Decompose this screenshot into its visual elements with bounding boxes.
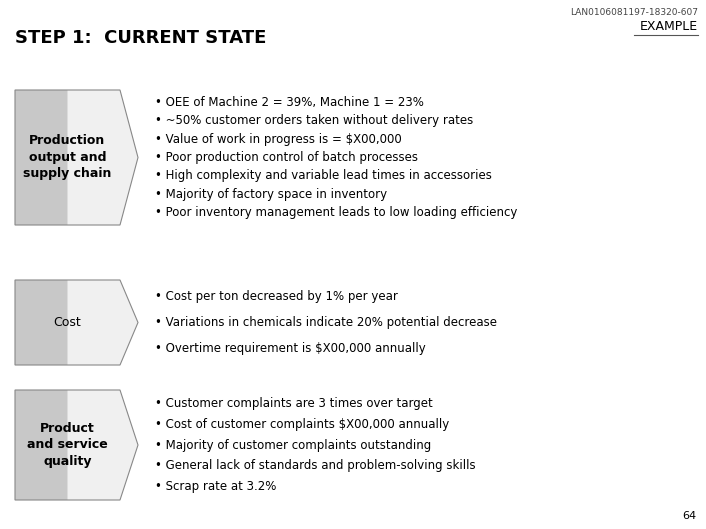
- Polygon shape: [68, 90, 138, 225]
- Text: STEP 1:  CURRENT STATE: STEP 1: CURRENT STATE: [15, 29, 266, 47]
- Text: Cost: Cost: [54, 316, 81, 329]
- Text: • Value of work in progress is = $X00,000: • Value of work in progress is = $X00,00…: [155, 132, 402, 145]
- Text: EXAMPLE: EXAMPLE: [640, 20, 698, 33]
- Text: • Customer complaints are 3 times over target: • Customer complaints are 3 times over t…: [155, 397, 433, 410]
- Text: • Majority of customer complaints outstanding: • Majority of customer complaints outsta…: [155, 439, 431, 451]
- Text: Product
and service
quality: Product and service quality: [27, 422, 108, 468]
- Text: • Scrap rate at 3.2%: • Scrap rate at 3.2%: [155, 480, 276, 493]
- Text: Production
output and
supply chain: Production output and supply chain: [23, 134, 112, 180]
- Text: • Majority of factory space in inventory: • Majority of factory space in inventory: [155, 188, 387, 201]
- Text: • Cost per ton decreased by 1% per year: • Cost per ton decreased by 1% per year: [155, 290, 398, 303]
- Text: • Poor inventory management leads to low loading efficiency: • Poor inventory management leads to low…: [155, 206, 517, 220]
- Polygon shape: [68, 280, 138, 365]
- Text: • Overtime requirement is $X00,000 annually: • Overtime requirement is $X00,000 annua…: [155, 342, 426, 355]
- Text: • Cost of customer complaints $X00,000 annually: • Cost of customer complaints $X00,000 a…: [155, 418, 449, 431]
- Text: • General lack of standards and problem-solving skills: • General lack of standards and problem-…: [155, 459, 476, 472]
- Polygon shape: [15, 390, 68, 500]
- Text: • Poor production control of batch processes: • Poor production control of batch proce…: [155, 151, 418, 164]
- Text: 64: 64: [682, 511, 696, 521]
- Text: • High complexity and variable lead times in accessories: • High complexity and variable lead time…: [155, 169, 492, 183]
- Polygon shape: [15, 280, 68, 365]
- Text: • ~50% customer orders taken without delivery rates: • ~50% customer orders taken without del…: [155, 114, 473, 127]
- Text: • Variations in chemicals indicate 20% potential decrease: • Variations in chemicals indicate 20% p…: [155, 316, 497, 329]
- Text: • OEE of Machine 2 = 39%, Machine 1 = 23%: • OEE of Machine 2 = 39%, Machine 1 = 23…: [155, 96, 424, 108]
- Polygon shape: [68, 390, 138, 500]
- Text: LAN0106081197-18320-607: LAN0106081197-18320-607: [570, 8, 698, 17]
- Polygon shape: [15, 90, 68, 225]
